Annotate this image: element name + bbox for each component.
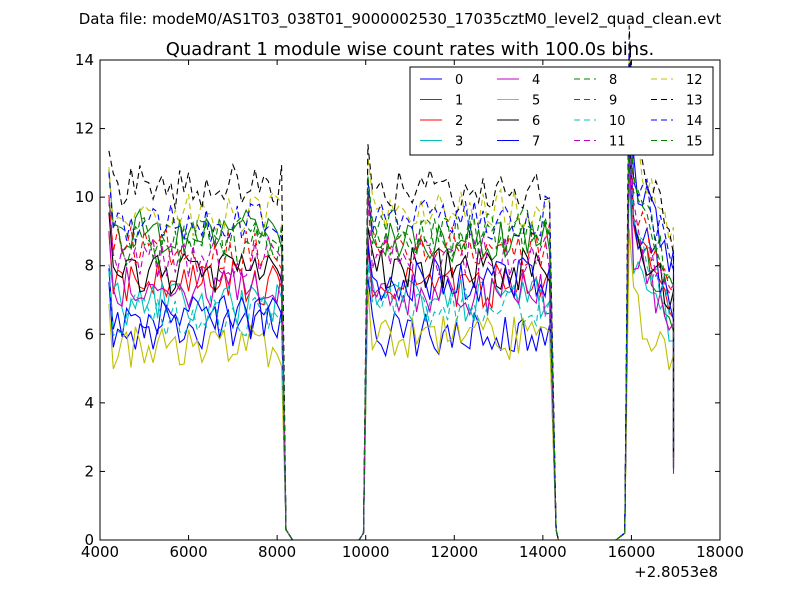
series-line-15 — [108, 104, 675, 541]
x-tick-label: 12000 — [430, 543, 478, 561]
series-line-11 — [108, 134, 675, 541]
y-tick-label: 2 — [84, 462, 94, 480]
legend-label: 2 — [455, 114, 463, 129]
legend-label: 3 — [455, 135, 463, 150]
y-tick-label: 14 — [75, 51, 94, 69]
legend-label: 10 — [609, 114, 626, 129]
legend-label: 12 — [686, 73, 703, 88]
plot-frame — [99, 59, 721, 541]
legend-label: 6 — [532, 114, 540, 129]
x-tick-label: 4000 — [81, 543, 119, 561]
series-line-10 — [108, 134, 675, 541]
series-line-5 — [108, 228, 675, 541]
legend-label: 13 — [686, 94, 703, 109]
legend-label: 1 — [455, 94, 463, 109]
chart-suptitle: Data file: modeM0/AS1T03_038T01_90000025… — [79, 10, 722, 29]
series-line-8 — [108, 106, 675, 541]
legend-label: 5 — [532, 94, 540, 109]
y-tick-label: 10 — [75, 188, 94, 206]
y-tick-label: 12 — [75, 120, 94, 138]
y-tick-label: 0 — [84, 531, 94, 549]
series-line-6 — [108, 136, 675, 541]
legend-label: 14 — [686, 114, 703, 129]
y-tick-label: 8 — [84, 257, 94, 275]
legend-label: 9 — [609, 94, 617, 109]
series-line-0 — [108, 76, 675, 541]
x-tick-label: 18000 — [696, 543, 744, 561]
legend-label: 8 — [609, 73, 617, 88]
series-line-3 — [108, 173, 675, 541]
x-tick-label: 14000 — [519, 543, 567, 561]
series-line-13 — [108, 25, 675, 541]
y-tick-label: 4 — [84, 394, 94, 412]
legend-label: 7 — [532, 135, 540, 150]
x-tick-label: 6000 — [169, 543, 207, 561]
legend-label: 4 — [532, 73, 540, 88]
series-line-7 — [108, 112, 675, 541]
chart-title: Quadrant 1 module wise count rates with … — [166, 39, 655, 60]
legend-label: 11 — [609, 135, 626, 150]
x-tick-label: 10000 — [342, 543, 390, 561]
series-line-12 — [108, 52, 675, 541]
axis-ticks: 4000 6000 8000 10000 12000 14000 16000 18000 0 2 4… — [75, 51, 744, 561]
series-line-1 — [108, 124, 675, 541]
series-layer — [108, 25, 675, 541]
series-line-9 — [108, 109, 675, 541]
legend-label: 0 — [455, 73, 463, 88]
x-tick-label: 16000 — [608, 543, 656, 561]
legend-label: 15 — [686, 135, 703, 150]
x-offset-label: +2.8053e8 — [634, 563, 718, 581]
x-tick-label: 8000 — [258, 543, 296, 561]
series-line-14 — [108, 46, 675, 541]
y-tick-label: 6 — [84, 325, 94, 343]
